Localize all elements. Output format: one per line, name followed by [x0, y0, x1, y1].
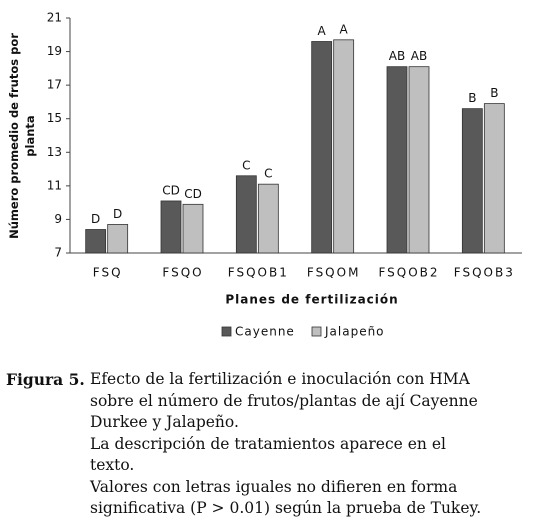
caption-line: texto. — [90, 456, 135, 474]
y-axis-title: Número promedio de frutos por planta — [7, 33, 37, 239]
legend-swatch — [221, 326, 232, 337]
bar-letter: A — [318, 24, 327, 38]
x-tick-label: FSQOM — [307, 266, 361, 280]
y-tick-label: 19 — [47, 44, 62, 58]
bar-letter: B — [468, 91, 476, 105]
bar — [107, 224, 129, 254]
bar-letter: C — [242, 158, 250, 172]
bar-letter: D — [113, 207, 122, 221]
y-tick-label: 9 — [54, 212, 62, 226]
bar — [182, 203, 204, 254]
x-tick-label: FSQOB3 — [454, 266, 515, 280]
bar-letter: C — [264, 167, 272, 181]
bar — [311, 41, 333, 254]
caption-line: significativa (P > 0.01) según la prueba… — [90, 499, 482, 517]
y-tick-label: 13 — [47, 145, 62, 159]
caption-line: Efecto de la fertilización e inoculación… — [90, 370, 470, 388]
caption-line: Durkee y Jalapeño. — [90, 413, 239, 431]
y-tick-label: 17 — [47, 78, 62, 92]
bar-letter: AB — [411, 49, 427, 63]
y-axis-title-line: planta — [23, 115, 37, 156]
bar — [386, 66, 408, 254]
legend-swatch — [311, 326, 322, 337]
bar-letter: A — [340, 22, 349, 36]
bar — [235, 175, 257, 254]
caption-line: La descripción de tratamientos aparece e… — [90, 434, 446, 453]
bar — [461, 108, 483, 254]
bar-letter: AB — [389, 49, 405, 63]
x-axis-title: Planes de fertilización — [225, 293, 398, 307]
y-tick-label: 15 — [47, 111, 62, 125]
bar-letter: CD — [162, 183, 180, 197]
bar — [85, 229, 107, 254]
caption-line: sobre el número de frutos/plantas de ají… — [90, 391, 478, 410]
legend-label: Jalapeño — [324, 325, 385, 339]
bar — [483, 103, 505, 254]
bar-letter: CD — [184, 187, 202, 201]
y-tick-label: 7 — [54, 246, 62, 260]
bar — [333, 39, 355, 254]
legend-label: Cayenne — [235, 325, 295, 339]
caption-line: Valores con letras iguales no difieren e… — [90, 477, 458, 496]
bar-letter: D — [91, 212, 100, 226]
x-tick-label: FSQO — [162, 266, 203, 280]
bar-letter: B — [490, 86, 498, 100]
chart: Planes de fertilización 7 9 11 13 15 17 19 21 Nú… — [7, 11, 522, 339]
x-tick-label: FSQOB2 — [378, 266, 439, 280]
x-tick-label: FSQ — [93, 266, 123, 280]
x-tick-label: FSQOB1 — [228, 266, 289, 280]
y-tick-label: 21 — [47, 11, 62, 25]
bar — [160, 200, 182, 254]
bar — [257, 183, 279, 254]
caption-label: Figura 5. — [6, 370, 85, 389]
y-tick-label: 11 — [47, 178, 62, 192]
y-axis-title-line: Número promedio de frutos por — [7, 33, 21, 239]
bar — [408, 66, 430, 254]
